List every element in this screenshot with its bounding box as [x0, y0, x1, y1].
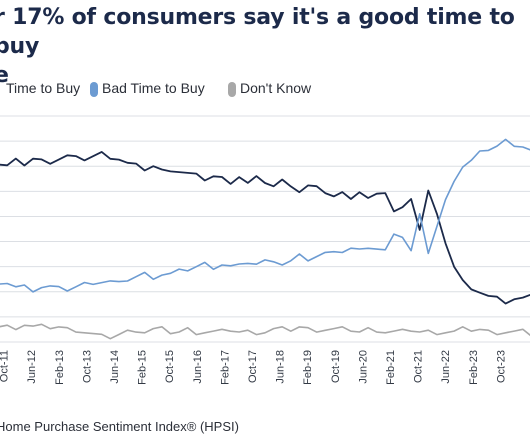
- x-tick-label: Jun-18: [275, 350, 287, 384]
- x-tick-label: Oct-19: [330, 350, 342, 383]
- x-tick-label: Feb-15: [137, 350, 149, 385]
- chart-series-lines: [0, 138, 530, 340]
- x-tick-label: Oct-15: [164, 350, 176, 383]
- chart-gridlines: [0, 115, 530, 343]
- chart-legend: Time to Buy Bad Time to Buy Don't Know: [0, 79, 530, 101]
- line-chart: Jan-11Oct-11Jun-12Feb-13Oct-13Jun-14Feb-…: [0, 115, 530, 385]
- x-tick-label: Oct-17: [247, 350, 259, 383]
- x-tick-label: Oct-23: [495, 350, 507, 383]
- x-tick-label: Feb-17: [219, 350, 231, 385]
- x-tick-label: Jun-16: [192, 350, 204, 384]
- legend-label-bad-time: Bad Time to Buy: [102, 80, 205, 96]
- legend-label-dont-know: Don't Know: [240, 80, 312, 96]
- x-tick-label: Oct-11: [0, 350, 11, 382]
- x-tick-label: Feb-19: [302, 350, 314, 385]
- chart-title-line-1: r 17% of consumers say it's a good time …: [0, 5, 515, 59]
- series-line-bad-time-to-buy: [0, 138, 530, 293]
- x-tick-label: Feb-23: [468, 350, 480, 385]
- chart-title-line-2: e: [0, 63, 9, 88]
- chart-title: r 17% of consumers say it's a good time …: [0, 3, 530, 90]
- chart-x-tick-labels: Jan-11Oct-11Jun-12Feb-13Oct-13Jun-14Feb-…: [0, 350, 507, 385]
- legend-swatch-dont-know: [228, 82, 236, 97]
- x-tick-label: Feb-13: [54, 350, 66, 385]
- series-line-don-t-know: [0, 323, 530, 340]
- x-tick-label: Jun-14: [109, 350, 121, 384]
- x-tick-label: Jun-22: [440, 350, 452, 384]
- x-tick-label: Oct-21: [413, 350, 425, 383]
- legend-label-good-time: Time to Buy: [6, 80, 81, 96]
- legend-swatch-bad-time: [90, 82, 98, 97]
- x-tick-label: Oct-13: [81, 350, 93, 383]
- x-tick-label: Jun-20: [357, 350, 369, 384]
- x-tick-label: Feb-21: [385, 350, 397, 385]
- x-tick-label: Jun-12: [26, 350, 38, 384]
- chart-source-note: Home Purchase Sentiment Index® (HPSI): [0, 419, 239, 434]
- series-line-time-to-buy: [0, 151, 530, 305]
